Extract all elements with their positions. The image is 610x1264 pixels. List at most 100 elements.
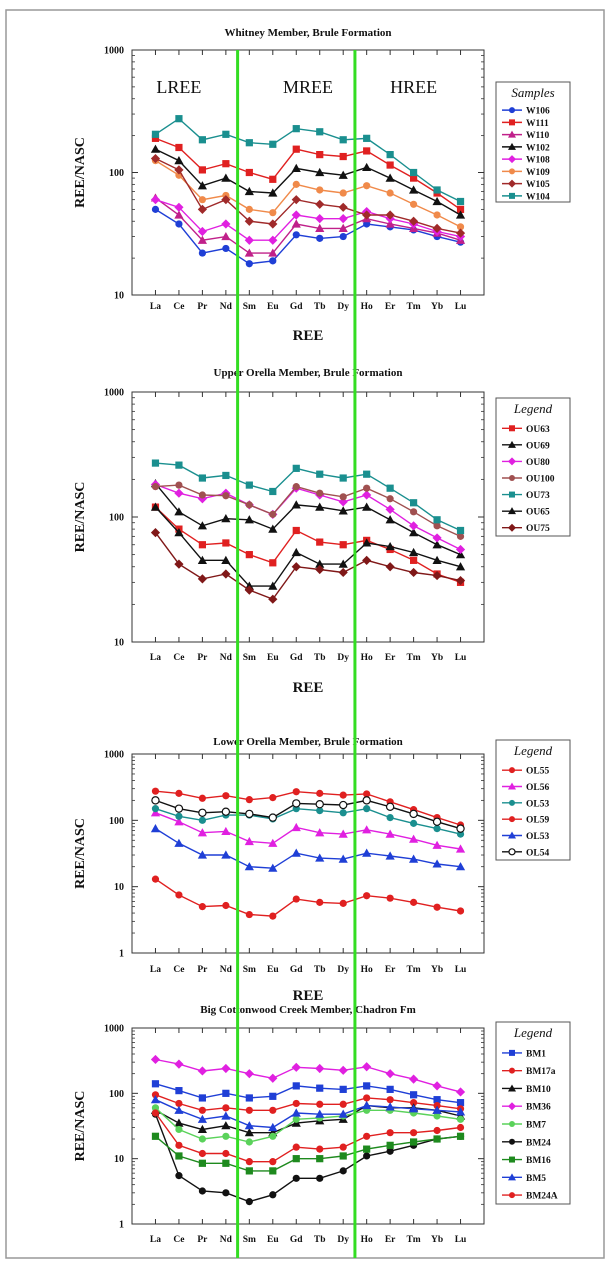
data-point xyxy=(385,210,395,220)
data-point xyxy=(222,130,230,138)
data-point xyxy=(385,851,395,860)
data-point xyxy=(245,1167,253,1175)
legend-marker xyxy=(508,1102,516,1111)
data-point xyxy=(433,1135,441,1143)
chart-title: Upper Orella Member, Brule Formation xyxy=(214,367,403,379)
series-line xyxy=(154,506,461,587)
data-point xyxy=(385,219,395,228)
data-point xyxy=(198,491,206,499)
data-point xyxy=(197,828,207,837)
data-point xyxy=(339,152,347,161)
series-W102 xyxy=(150,144,466,219)
plot-frame xyxy=(131,1027,485,1225)
data-point xyxy=(269,794,277,802)
data-point xyxy=(150,528,161,538)
series-OL53 xyxy=(150,824,466,872)
y-tick-label: 1000 xyxy=(104,750,124,761)
data-point xyxy=(150,1054,161,1065)
data-point xyxy=(222,471,230,480)
data-point xyxy=(410,174,418,182)
data-point xyxy=(409,521,419,531)
legend-label: OU75 xyxy=(526,524,550,534)
series-line xyxy=(155,1094,461,1112)
data-point xyxy=(386,1141,394,1149)
data-point xyxy=(292,464,300,472)
data-point xyxy=(338,506,348,515)
series-BM5 xyxy=(150,1095,466,1132)
data-point xyxy=(385,1069,395,1079)
data-point xyxy=(268,813,277,822)
data-point xyxy=(221,807,231,816)
data-point xyxy=(174,528,184,537)
x-tick-label: Pr xyxy=(197,1235,208,1245)
legend-marker xyxy=(509,168,515,175)
data-point xyxy=(363,790,371,798)
data-point xyxy=(245,1138,253,1146)
data-point xyxy=(222,1089,230,1097)
series-line xyxy=(154,483,461,556)
data-point xyxy=(455,862,466,871)
legend: Samples W106 W111 W110 W102 W108 W109 W105 W104 xyxy=(495,81,571,203)
data-point xyxy=(339,809,347,817)
data-point xyxy=(269,912,277,920)
chart-panel-1: Whitney Member, Brule Formation 10 100 1000… xyxy=(73,27,571,344)
legend-marker xyxy=(509,816,515,823)
data-point xyxy=(245,551,253,559)
x-tick-label: Ho xyxy=(361,1235,373,1245)
legend-marker xyxy=(509,767,515,774)
data-point xyxy=(198,1187,206,1195)
data-point xyxy=(221,826,231,836)
data-point xyxy=(221,569,231,579)
data-point xyxy=(197,1114,207,1123)
data-point xyxy=(291,219,301,228)
y-axis-label: REE/NASC xyxy=(73,482,88,553)
data-point xyxy=(339,1100,347,1108)
legend-marker xyxy=(508,440,516,448)
data-point xyxy=(197,1066,207,1076)
y-tick-label: 1000 xyxy=(104,46,124,57)
data-point xyxy=(174,488,184,498)
series-BM16 xyxy=(151,1132,465,1175)
data-point xyxy=(363,1145,371,1153)
data-point xyxy=(316,234,324,242)
series-line xyxy=(155,506,461,584)
data-point xyxy=(385,562,395,572)
data-point xyxy=(150,195,161,205)
data-point xyxy=(175,1099,183,1108)
legend-label: OU100 xyxy=(526,475,555,485)
legend-marker xyxy=(509,799,515,806)
x-tick-label: Ce xyxy=(173,302,184,312)
x-tick-label: Nd xyxy=(220,965,233,975)
data-point xyxy=(245,1198,253,1206)
data-point xyxy=(433,522,441,530)
legend-marker xyxy=(508,179,516,188)
series-line xyxy=(155,199,461,241)
x-tick-label: La xyxy=(150,965,161,975)
data-point xyxy=(151,1104,160,1112)
data-point xyxy=(222,244,230,253)
data-point xyxy=(244,1069,254,1079)
series-line xyxy=(155,462,461,532)
data-point xyxy=(316,898,324,906)
data-point xyxy=(151,805,160,813)
data-point xyxy=(339,791,347,799)
series-line xyxy=(155,1083,461,1104)
data-point xyxy=(245,910,253,919)
data-point xyxy=(150,502,161,511)
data-point xyxy=(292,1099,300,1108)
series-line xyxy=(155,790,461,826)
data-point xyxy=(198,794,206,802)
x-tick-label: Eu xyxy=(267,653,279,663)
data-point xyxy=(386,161,394,169)
legend-marker xyxy=(508,831,516,839)
x-tick-label: Tb xyxy=(314,1235,326,1245)
x-tick-label: Dy xyxy=(337,1235,349,1245)
data-point xyxy=(316,1084,324,1092)
x-tick-label: Ce xyxy=(173,653,184,663)
series-line xyxy=(155,484,461,538)
legend: Legend OL55 OL56 OL53 OL59 OL53 OL54 xyxy=(495,739,571,861)
y-tick-label: 100 xyxy=(109,1089,124,1100)
legend-label: BM17a xyxy=(526,1067,556,1077)
legend-label: W110 xyxy=(526,131,549,141)
